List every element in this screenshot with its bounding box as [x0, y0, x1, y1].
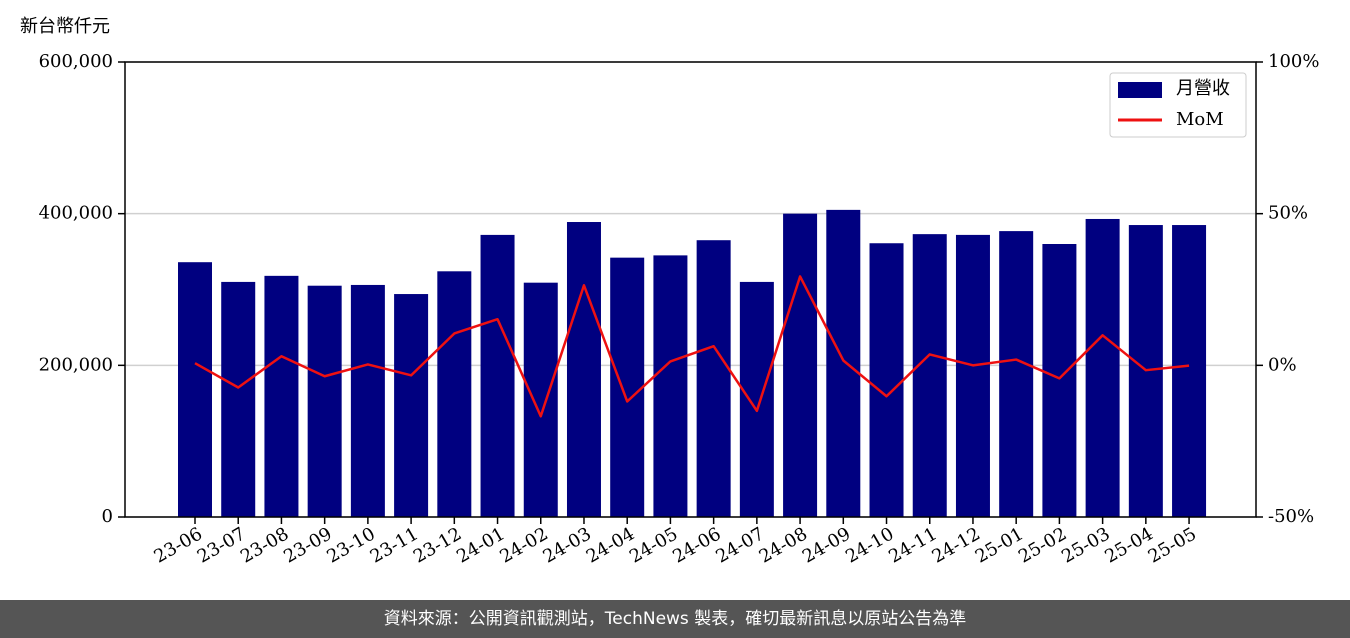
x-tick-label: 23-06 — [151, 523, 206, 567]
x-tick-label: 25-05 — [1145, 523, 1200, 567]
x-tick-label: 25-03 — [1058, 523, 1113, 567]
x-tick-label: 24-04 — [583, 523, 638, 567]
x-tick-label: 24-12 — [929, 523, 984, 567]
bar — [307, 285, 342, 517]
y-axis-label: 新台幣仟元 — [20, 16, 110, 37]
bar — [1172, 225, 1207, 517]
x-tick-label: 24-01 — [453, 523, 508, 567]
bar — [178, 262, 212, 517]
bar — [523, 282, 558, 517]
y-tick-label: 400,000 — [39, 203, 113, 224]
y2-tick-label: -50% — [1268, 506, 1314, 527]
bar — [999, 231, 1034, 517]
footer: 資料來源：公開資訊觀測站，TechNews 製表，確切最新訊息以原站公告為準 — [384, 609, 966, 629]
plot-frame — [124, 61, 1257, 518]
y2-tick-label: 0% — [1268, 354, 1297, 375]
x-tick-label: 23-07 — [194, 523, 249, 567]
y2-tick-label: 100% — [1268, 51, 1319, 72]
legend-label: MoM — [1176, 109, 1224, 130]
x-tick-label: 24-07 — [712, 523, 767, 567]
x-tick-label: 23-08 — [237, 523, 292, 567]
x-tick-label: 24-08 — [756, 523, 811, 567]
x-tick-label: 24-06 — [669, 523, 724, 567]
bar — [869, 243, 904, 517]
y-tick-label: 200,000 — [39, 354, 113, 375]
x-tick-label: 25-02 — [1015, 523, 1070, 567]
bar — [350, 284, 385, 517]
bar — [696, 240, 731, 518]
x-tick-label: 24-09 — [799, 523, 854, 567]
x-tick-label: 23-09 — [280, 523, 335, 567]
bar — [221, 281, 256, 517]
bar — [955, 234, 990, 517]
bar — [480, 234, 515, 517]
x-tick-label: 24-02 — [496, 523, 551, 567]
bar — [739, 281, 774, 517]
bar — [1085, 218, 1120, 517]
bar — [912, 234, 947, 517]
x-tick-label: 23-12 — [410, 523, 465, 567]
bar — [653, 255, 688, 517]
y-tick-label: 0 — [102, 506, 113, 527]
x-tick-label: 23-11 — [367, 523, 422, 567]
x-tick-label: 24-10 — [842, 523, 897, 567]
y2-tick-label: 50% — [1268, 203, 1308, 224]
legend-label: 月營收 — [1176, 78, 1230, 99]
bar — [437, 271, 472, 517]
legend-swatch — [1118, 82, 1162, 98]
bar — [826, 209, 861, 517]
bar — [566, 222, 601, 517]
x-tick-label: 25-04 — [1101, 523, 1156, 567]
x-tick-label: 24-05 — [626, 523, 681, 567]
footer-bar — [0, 600, 1350, 638]
bar — [783, 213, 818, 517]
y-tick-label: 600,000 — [39, 51, 113, 72]
bar — [1042, 244, 1077, 517]
x-tick-label: 24-11 — [885, 523, 940, 567]
bar — [394, 294, 429, 517]
x-tick-label: 25-01 — [972, 523, 1027, 567]
line — [194, 275, 1190, 418]
bar — [610, 257, 645, 517]
x-tick-label: 23-10 — [323, 523, 378, 567]
x-tick-label: 24-03 — [540, 523, 595, 567]
bar — [264, 275, 299, 517]
